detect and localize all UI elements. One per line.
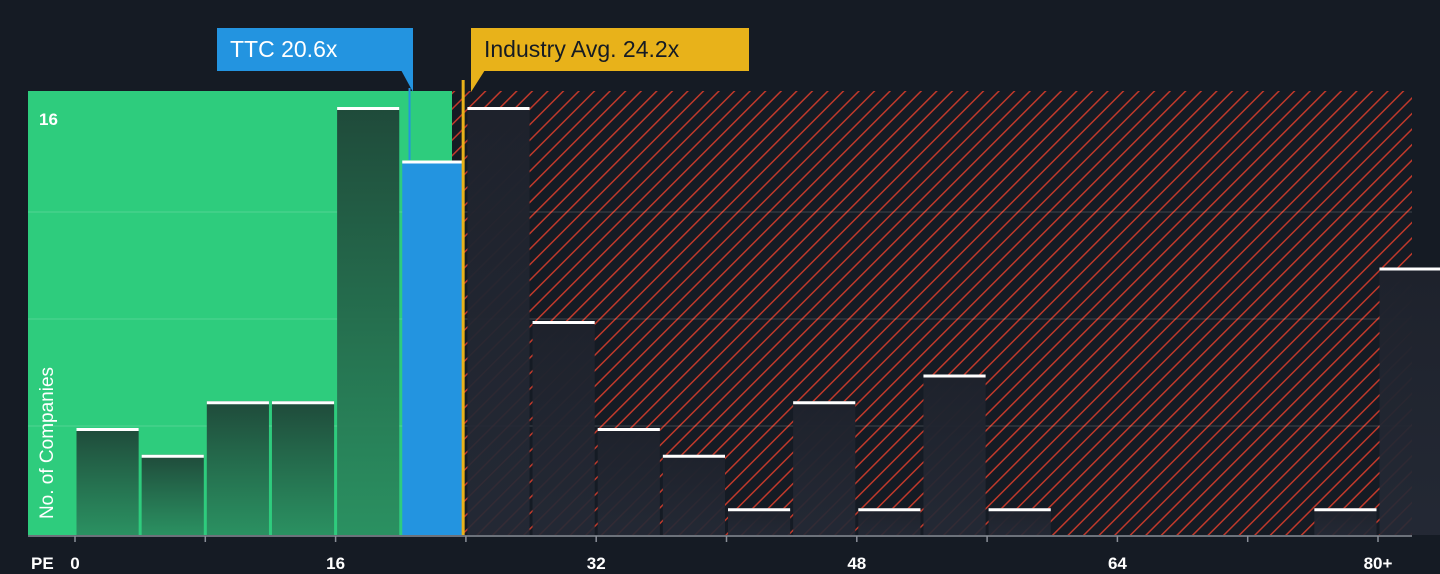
industry-callout-pointer: [471, 70, 485, 92]
histogram-bar: [793, 401, 855, 535]
x-tick-label: 32: [587, 554, 606, 571]
histogram-bar: [77, 428, 139, 535]
histogram-bar: [663, 455, 725, 535]
histogram-bar: [337, 107, 399, 535]
histogram-bar: [1314, 508, 1376, 535]
x-tick-label: 0: [70, 554, 79, 571]
histogram-bar: [1380, 268, 1440, 536]
histogram-bar: [533, 321, 595, 535]
x-tick-label: 80+: [1364, 554, 1393, 571]
histogram-bar: [207, 401, 269, 535]
x-axis-label: PE: [31, 554, 54, 574]
histogram-bar: [402, 161, 464, 536]
histogram-bar: [858, 508, 920, 535]
x-axis-ticks: 0 16 32 48 64 80+: [70, 536, 1392, 571]
company-callout-pointer: [401, 70, 413, 92]
histogram-bar: [728, 508, 790, 535]
x-tick-label: 16: [326, 554, 345, 571]
company-pe-callout: TTC 20.6x: [217, 28, 413, 71]
y-tick-label: 16: [39, 110, 58, 130]
y-axis-label: No. of Companies: [37, 367, 59, 519]
company-pe-label: TTC 20.6x: [230, 36, 337, 62]
x-tick-label: 48: [847, 554, 866, 571]
histogram-bar: [989, 508, 1051, 535]
histogram-bar: [142, 455, 204, 535]
histogram-bar: [272, 401, 334, 535]
histogram-bar: [923, 375, 985, 536]
histogram-bar: [598, 428, 660, 535]
histogram-bar: [467, 107, 529, 535]
industry-average-label: Industry Avg. 24.2x: [484, 36, 679, 62]
industry-average-callout: Industry Avg. 24.2x: [471, 28, 749, 71]
x-tick-label: 64: [1108, 554, 1127, 571]
